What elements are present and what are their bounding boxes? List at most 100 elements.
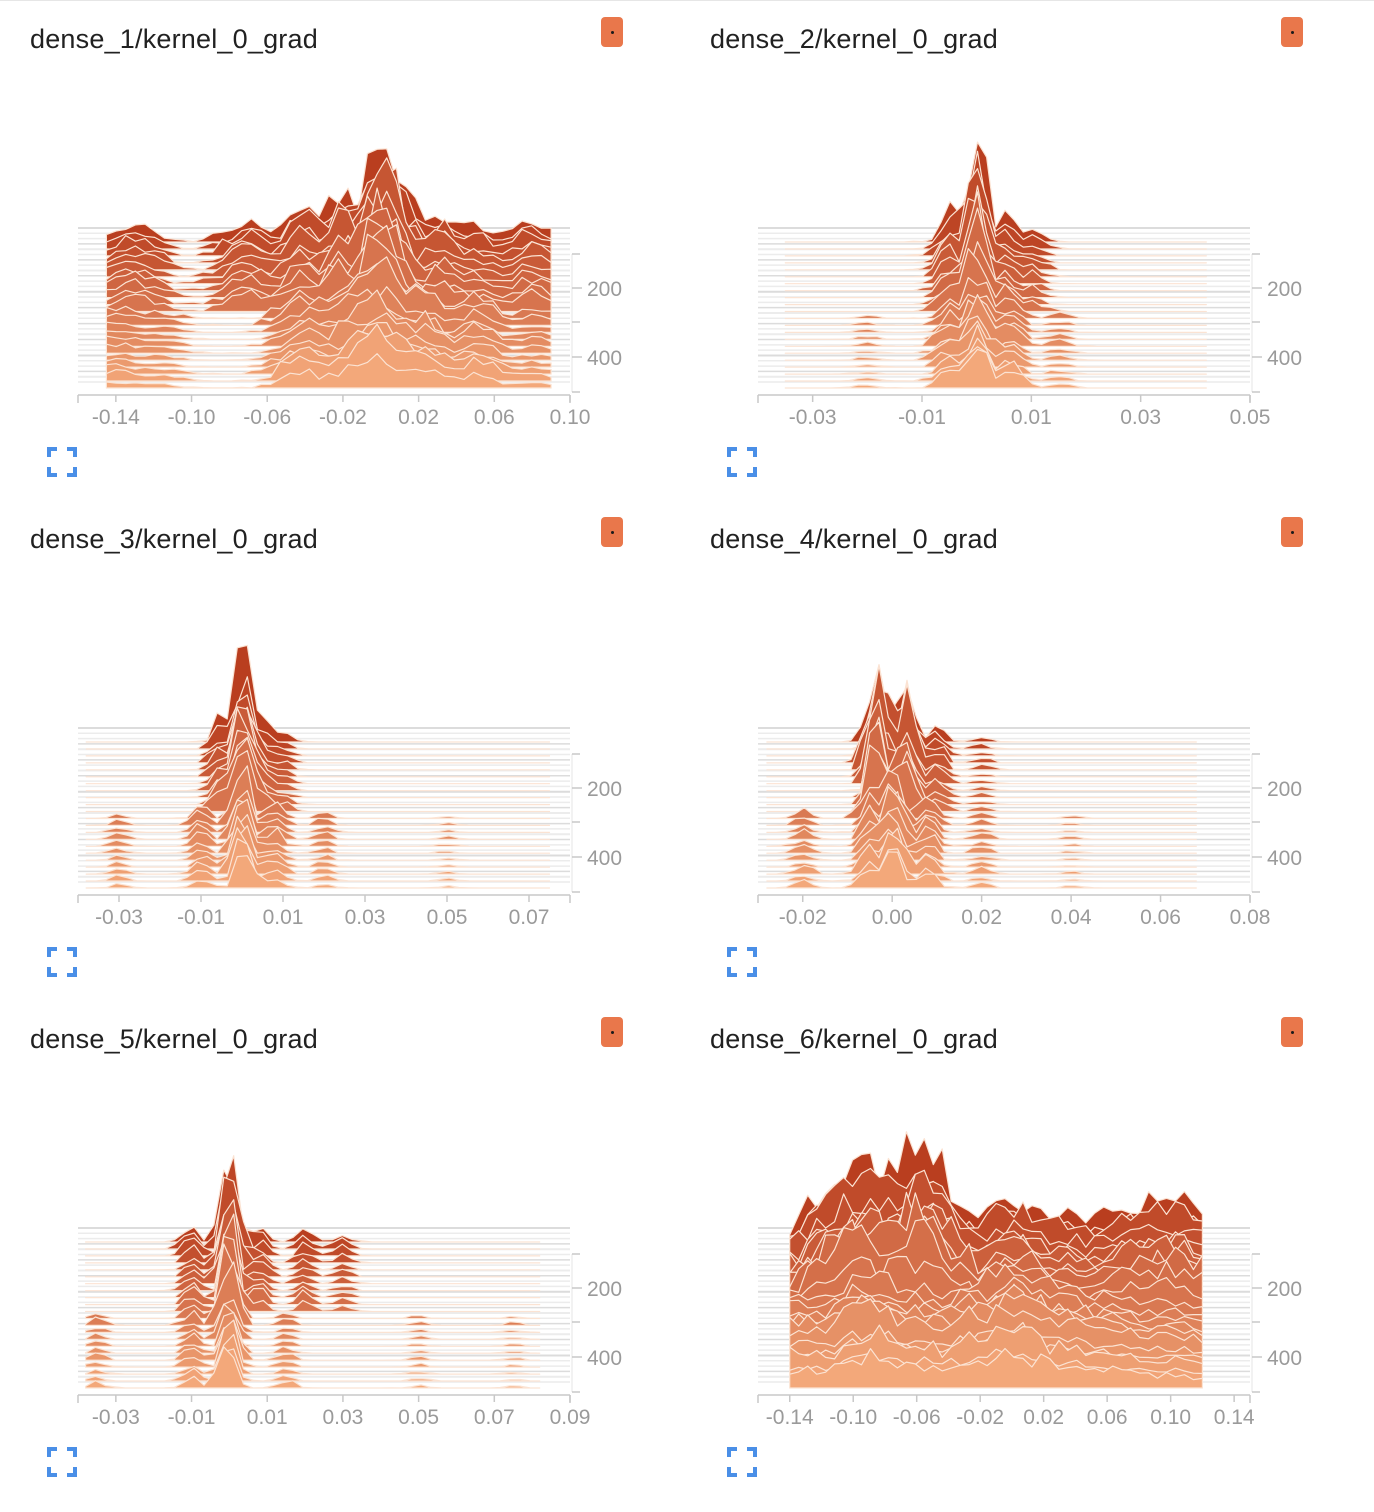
expand-button[interactable] (46, 446, 78, 478)
ridge-area (85, 1209, 541, 1264)
x-tick-label: -0.10 (168, 406, 216, 429)
x-tick-label: 0.06 (474, 406, 515, 429)
ridge-area (105, 312, 552, 354)
y-tick-label: 400 (587, 847, 622, 870)
x-tick-label: -0.03 (789, 406, 837, 429)
run-color-chip[interactable] (601, 17, 623, 47)
ridge-area (766, 832, 1197, 875)
x-tick-label: 0.14 (1214, 1406, 1255, 1429)
ridge-series (85, 644, 551, 889)
ridge-area (85, 750, 551, 813)
ridge-area (85, 644, 551, 743)
run-chip-dot (1291, 531, 1294, 534)
chart-title: dense_6/kernel_0_grad (710, 1024, 998, 1054)
chart-title: dense_1/kernel_0_grad (30, 24, 318, 54)
x-tick-label: 0.03 (322, 1406, 363, 1429)
ridge-area (105, 286, 552, 333)
run-chip-dot (611, 31, 614, 34)
ridge-area (85, 1346, 541, 1389)
ridge-area (784, 241, 1207, 306)
y-tick-label: 200 (587, 778, 622, 801)
ridge-area (85, 765, 551, 826)
ridge-area (85, 1213, 541, 1299)
x-tick-label: -0.06 (243, 406, 291, 429)
y-tick-label: 200 (1267, 778, 1302, 801)
expand-icon (47, 947, 77, 977)
expand-button[interactable] (726, 946, 758, 978)
ridge-area (85, 1204, 541, 1271)
histogram-card: dense_1/kernel_0_grad -0.14 -0.10 -0.06 -0.0… (0, 0, 680, 500)
x-tick-label: 0.05 (427, 906, 468, 929)
expand-button[interactable] (726, 1446, 758, 1478)
expand-button[interactable] (46, 1446, 78, 1478)
ridge-area (784, 141, 1207, 243)
ridge-area (105, 157, 552, 271)
y-tick-label: 400 (587, 347, 622, 370)
ridge-area (85, 737, 551, 806)
x-tick-label: 0.05 (1230, 406, 1271, 429)
ridge-area (105, 217, 552, 299)
ridge-area (85, 729, 551, 792)
ridge-area (85, 1176, 541, 1257)
ridge-area (85, 789, 551, 833)
run-chip-dot (1291, 1031, 1294, 1034)
x-tick-label: 0.03 (1120, 406, 1161, 429)
x-tick-label: -0.03 (95, 906, 143, 929)
y-tick-label: 200 (1267, 278, 1302, 301)
histogram-chart: -0.03 -0.01 0.01 0.03 0.05 0.07 200 400 (77, 644, 622, 929)
ridge-area (784, 248, 1207, 313)
ridge-area (766, 689, 1197, 764)
run-color-chip[interactable] (601, 517, 623, 547)
ridge-area (85, 798, 551, 847)
x-tick-label: -0.01 (168, 1406, 216, 1429)
y-tick-label: 400 (1267, 347, 1302, 370)
ridge-area (85, 707, 551, 785)
y-tick-label: 400 (587, 1347, 622, 1370)
x-tick-label: 0.03 (345, 906, 386, 929)
expand-button[interactable] (726, 446, 758, 478)
x-tick-label: 0.09 (550, 1406, 591, 1429)
run-color-chip[interactable] (1281, 517, 1303, 547)
x-tick-label: 0.00 (872, 906, 913, 929)
ridge-area (85, 1333, 541, 1375)
ridge-area (766, 665, 1197, 750)
x-tick-label: 0.01 (1011, 406, 1052, 429)
ridge-area (85, 694, 551, 757)
run-color-chip[interactable] (1281, 1017, 1303, 1047)
ridge-area (784, 320, 1207, 361)
expand-icon (727, 947, 757, 977)
ridge-area (85, 1270, 541, 1320)
ridge-area (85, 1319, 541, 1368)
ridge-area (85, 838, 551, 882)
run-color-chip[interactable] (1281, 17, 1303, 47)
expand-icon (727, 447, 757, 477)
ridge-area (85, 815, 551, 861)
histogram-chart: -0.14 -0.10 -0.06 -0.02 0.02 0.06 0.10 0.14 200 4… (757, 1131, 1302, 1429)
histogram-chart: -0.03 -0.01 0.01 0.03 0.05 0.07 0.09 200 400 (77, 1155, 622, 1429)
y-tick-label: 400 (1267, 847, 1302, 870)
x-tick-label: 0.02 (1023, 1406, 1064, 1429)
chart-title: dense_3/kernel_0_grad (30, 524, 318, 554)
x-tick-label: -0.01 (898, 406, 946, 429)
run-chip-dot (611, 531, 614, 534)
ridge-area (85, 1243, 541, 1313)
ridge-area (85, 814, 551, 854)
x-tick-label: 0.08 (1230, 906, 1271, 929)
chart-title: dense_4/kernel_0_grad (710, 524, 998, 554)
ridge-area (784, 168, 1207, 257)
x-tick-label: 0.06 (1140, 906, 1181, 929)
ridge-area (85, 1319, 541, 1361)
x-tick-label: 0.07 (509, 906, 550, 929)
chart-title: dense_2/kernel_0_grad (710, 24, 998, 54)
ridge-area (784, 346, 1207, 382)
run-color-chip[interactable] (601, 1017, 623, 1047)
y-tick-label: 200 (587, 1278, 622, 1301)
ridge-area (784, 191, 1207, 285)
ridge-area (85, 1228, 541, 1285)
histogram-card: dense_2/kernel_0_grad -0.03 -0.01 0.01 0.03 0… (680, 0, 1360, 500)
x-tick-label: 0.01 (263, 906, 304, 929)
expand-button[interactable] (46, 946, 78, 978)
ridge-area (784, 337, 1207, 375)
histogram-card: dense_3/kernel_0_grad -0.03 -0.01 0.01 0.03 0… (0, 500, 680, 1000)
